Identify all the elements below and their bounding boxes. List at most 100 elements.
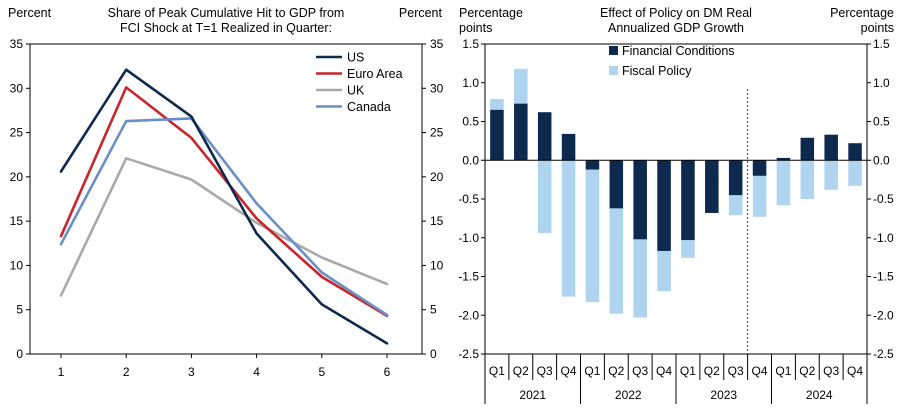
line-chart-left-axis-label: Percent xyxy=(8,6,52,20)
right-y-tick-label: 25 xyxy=(430,126,444,140)
right-y-tick-label: 35 xyxy=(430,37,444,51)
right-y-tick-label: 1.5 xyxy=(873,37,890,51)
bar-chart-y-ticks: 1.5 1.5 1.0 1.0 0.5 0.5 0.0 0.0 -0.5 -0.5 -1.0 -1.0… xyxy=(458,37,894,361)
line-chart-right-axis-label: Percent xyxy=(399,6,443,20)
left-y-tick-label: 35 xyxy=(10,37,24,51)
bar-fiscal-policy xyxy=(824,160,838,190)
quarter-label: Q1 xyxy=(489,364,505,378)
bar-chart-left-axis-label-line-2: points xyxy=(459,21,492,35)
bar-financial-conditions xyxy=(776,157,791,161)
left-y-tick-label: 0.0 xyxy=(462,153,479,167)
bar-financial-conditions xyxy=(633,160,647,240)
bar-financial-conditions xyxy=(561,133,576,161)
bar-financial-conditions xyxy=(752,160,767,176)
bar-chart-right-axis-label-line-2: points xyxy=(861,21,894,35)
quarter-label: Q2 xyxy=(704,364,720,378)
bar-chart-bars xyxy=(485,68,867,354)
line-chart-legend: US Euro Area UK Canada xyxy=(316,51,403,114)
bar-fiscal-policy xyxy=(585,160,600,303)
x-tick-label: 1 xyxy=(58,365,65,379)
left-y-tick-label: 20 xyxy=(10,170,24,184)
line-chart-series xyxy=(59,68,389,345)
bar-financial-conditions xyxy=(824,134,838,161)
quarter-label: Q3 xyxy=(537,364,553,378)
bar-fiscal-policy xyxy=(537,160,552,234)
right-y-tick-label: 1.0 xyxy=(873,76,890,90)
series-line-euro-area xyxy=(59,86,389,318)
right-y-tick-label: 30 xyxy=(430,81,444,95)
bar-chart-legend: Financial Conditions Fiscal Policy xyxy=(609,44,735,78)
right-y-tick-label: -2.5 xyxy=(873,347,894,361)
left-y-tick-label: 0 xyxy=(16,347,23,361)
left-y-tick-label: -0.5 xyxy=(458,192,479,206)
right-y-tick-label: 15 xyxy=(430,214,444,228)
bar-financial-conditions xyxy=(514,103,528,161)
left-y-tick-label: 25 xyxy=(10,126,24,140)
x-tick-label: 5 xyxy=(318,365,325,379)
series-line-uk xyxy=(59,157,389,297)
left-y-tick-label: 30 xyxy=(10,81,24,95)
right-y-tick-label: 5 xyxy=(430,303,437,317)
bar-financial-conditions xyxy=(537,112,552,161)
line-chart-plot-frame xyxy=(29,43,423,355)
left-y-tick-label: 10 xyxy=(10,258,24,272)
bar-financial-conditions xyxy=(490,109,504,161)
bar-fiscal-policy xyxy=(848,160,862,186)
series-line-us xyxy=(59,68,389,345)
quarter-label: Q4 xyxy=(561,364,577,378)
right-y-tick-label: 10 xyxy=(430,258,444,272)
year-label: 2021 xyxy=(519,388,546,402)
legend-label: Financial Conditions xyxy=(622,44,735,58)
line-chart-x-ticks: 1 2 3 4 5 6 xyxy=(58,354,391,379)
left-y-tick-label: -2.5 xyxy=(458,347,479,361)
legend-label: Euro Area xyxy=(347,67,403,81)
quarter-label: Q2 xyxy=(799,364,815,378)
legend-label: UK xyxy=(347,84,365,98)
right-y-tick-label: -1.0 xyxy=(873,231,894,245)
right-y-tick-label: 0.0 xyxy=(873,153,890,167)
year-label: 2023 xyxy=(710,388,737,402)
right-y-tick-label: -0.5 xyxy=(873,192,894,206)
right-y-tick-label: 20 xyxy=(430,170,444,184)
legend-swatch xyxy=(609,66,618,75)
bar-chart-title-line-2: Annualized GDP Growth xyxy=(608,21,744,35)
line-chart-plot-box xyxy=(29,43,423,355)
bar-fiscal-policy xyxy=(776,160,791,206)
bar-chart-title-line-1: Effect of Policy on DM Real xyxy=(600,6,752,20)
x-tick-label: 4 xyxy=(253,365,260,379)
left-y-tick-label: 1.5 xyxy=(462,37,479,51)
left-y-tick-label: 0.5 xyxy=(462,115,479,129)
quarter-label: Q2 xyxy=(513,364,529,378)
year-label: 2022 xyxy=(615,388,642,402)
quarter-label: Q4 xyxy=(752,364,768,378)
right-y-tick-label: 0.5 xyxy=(873,115,890,129)
quarter-label: Q3 xyxy=(728,364,744,378)
line-chart-title-line-2: FCI Shock at T=1 Realized in Quarter: xyxy=(120,21,332,35)
bar-financial-conditions xyxy=(705,160,719,213)
quarter-label: Q4 xyxy=(847,364,863,378)
right-y-tick-label: -1.5 xyxy=(873,270,894,284)
left-y-tick-label: -1.0 xyxy=(458,231,479,245)
left-y-tick-label: -2.0 xyxy=(458,308,479,322)
line-chart: Share of Peak Cumulative Hit to GDP from… xyxy=(8,6,444,379)
bar-financial-conditions xyxy=(657,160,671,251)
right-y-tick-label: -2.0 xyxy=(873,308,894,322)
line-chart-title-line-1: Share of Peak Cumulative Hit to GDP from xyxy=(108,6,345,20)
line-chart-y-ticks: 0 0 5 5 10 10 15 15 20 20 25 25 30 30 35 35 xyxy=(10,37,444,361)
quarter-label: Q3 xyxy=(823,364,839,378)
bar-chart: Effect of Policy on DM Real Annualized G… xyxy=(458,6,894,404)
x-tick-label: 3 xyxy=(188,365,195,379)
left-y-tick-label: -1.5 xyxy=(458,270,479,284)
legend-label: Canada xyxy=(347,100,391,114)
series-line-canada xyxy=(59,117,389,317)
bar-financial-conditions xyxy=(585,160,600,170)
right-y-tick-label: 0 xyxy=(430,347,437,361)
bar-chart-right-axis-label-line-1: Percentage xyxy=(830,6,894,20)
bar-financial-conditions xyxy=(609,160,624,209)
year-label: 2024 xyxy=(806,388,833,402)
x-tick-label: 2 xyxy=(123,365,130,379)
x-tick-label: 6 xyxy=(384,365,391,379)
bar-financial-conditions xyxy=(800,137,815,161)
bar-financial-conditions xyxy=(728,160,743,196)
